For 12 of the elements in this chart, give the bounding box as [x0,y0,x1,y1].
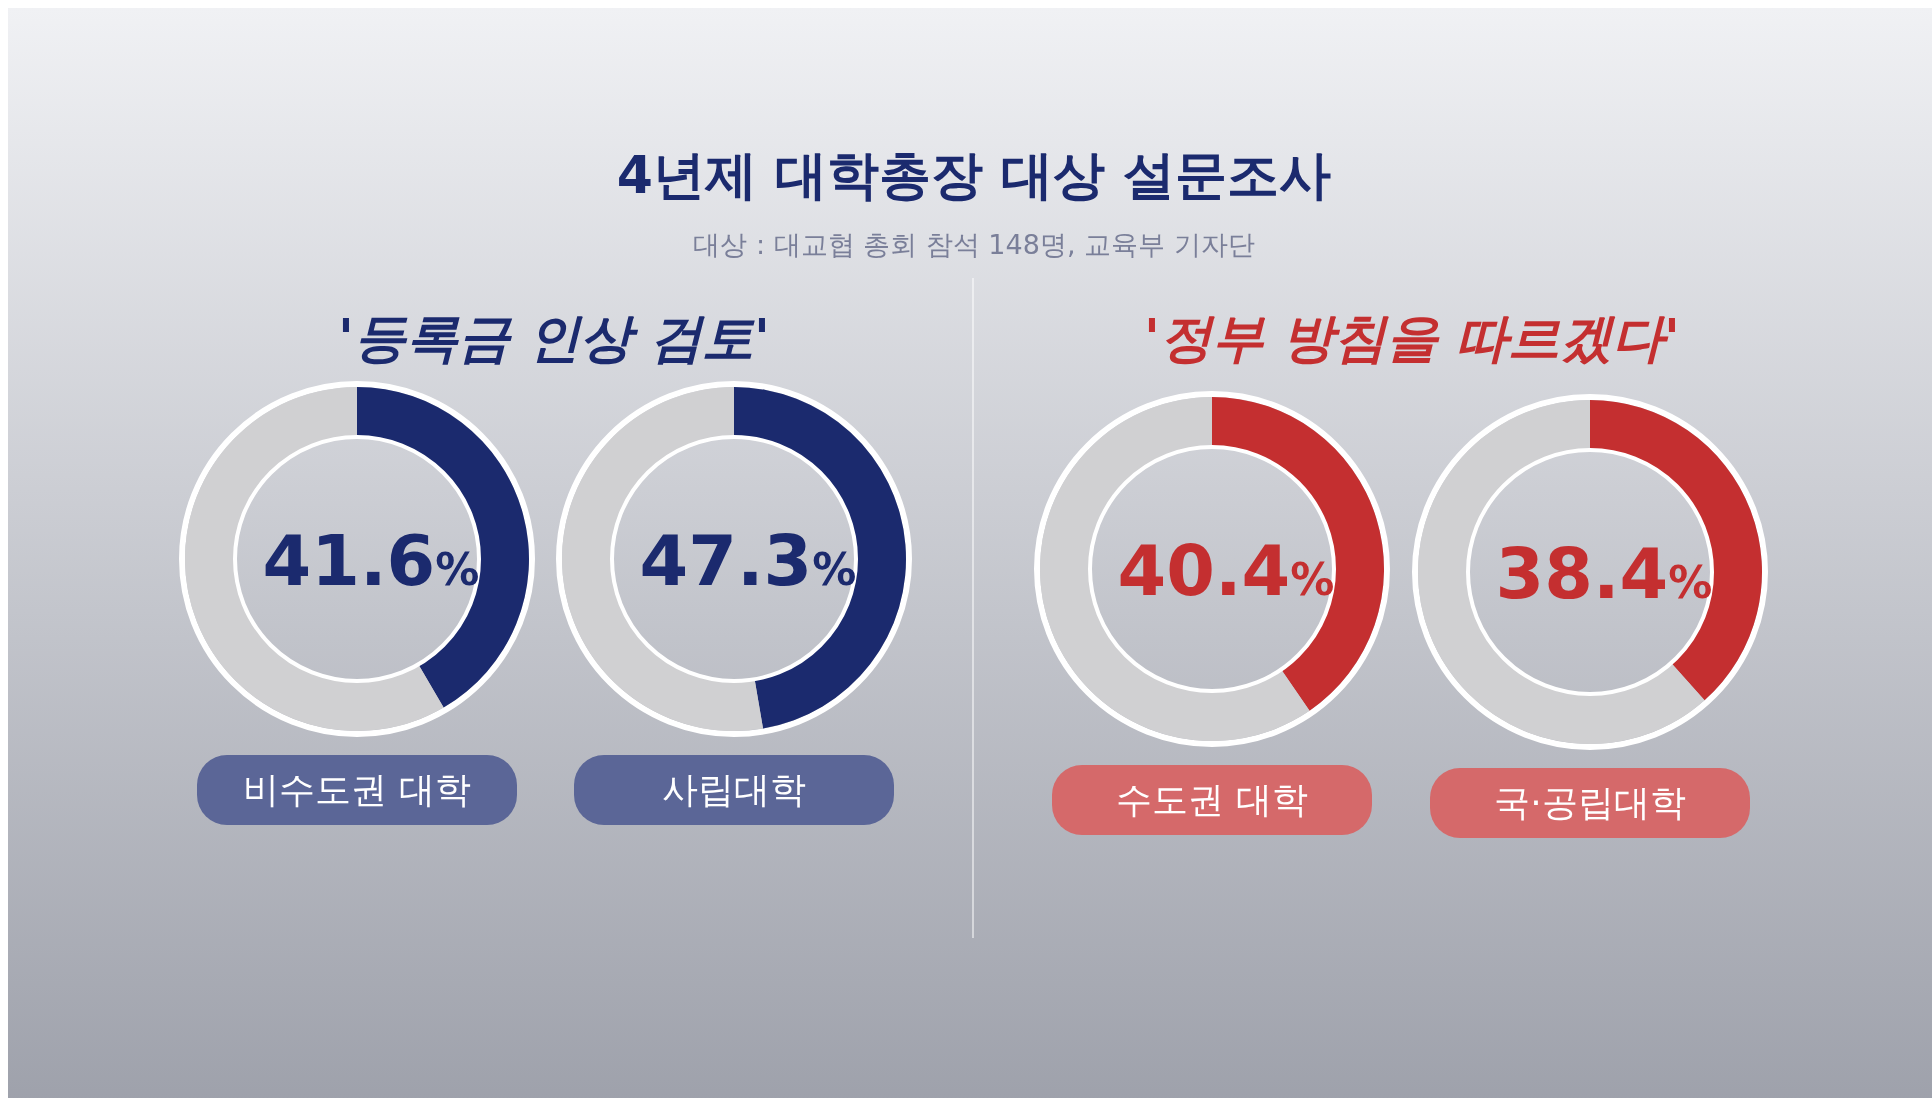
text: 국·공립대학 [1494,782,1686,823]
text: 비수도권 대학 [243,769,471,810]
text: 대상 : 대교협 총회 참석 148명, 교육부 기자단 [693,229,1255,260]
text: '등록금 인상 검토' [337,308,771,368]
text: 4년제 대학총장 대상 설문조사 [616,145,1332,205]
data-label: 40.4% [1117,530,1335,612]
text: '정부 방침을 따르겠다' [1143,308,1681,368]
text: 수도권 대학 [1116,779,1308,820]
data-label: 47.3% [639,520,857,602]
text: 사립대학 [662,769,806,810]
data-label: 38.4% [1495,533,1713,615]
data-label: 41.6% [262,520,480,602]
